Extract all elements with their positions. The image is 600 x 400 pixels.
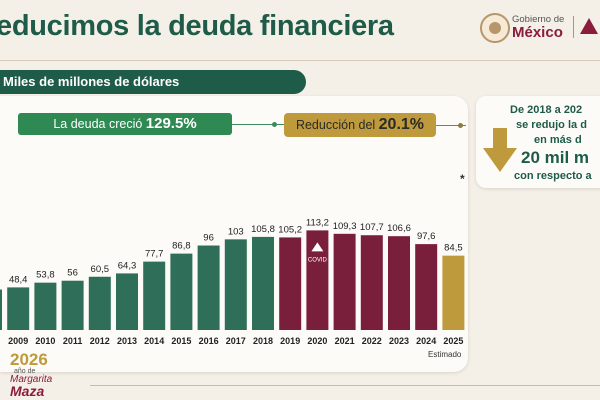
footer-name-1: Margarita <box>10 374 53 385</box>
bar-2012 <box>88 276 111 330</box>
reduction-connector-dot <box>458 123 463 128</box>
value-label-2012: 60,5 <box>91 264 110 275</box>
category-label-2020: 2020 <box>307 336 327 346</box>
category-label-2023: 2023 <box>389 336 409 346</box>
summary-card: De 2018 a 202 se redujo la d en más d 20… <box>476 96 600 188</box>
pill-connector-line <box>232 124 284 125</box>
category-label-2022: 2022 <box>362 336 382 346</box>
bar-2014 <box>143 261 166 330</box>
category-label-2019: 2019 <box>280 336 300 346</box>
category-label-2017: 2017 <box>226 336 246 346</box>
growth-pill: La deuda creció 129.5% <box>18 113 232 135</box>
reduction-pill-text: Reducción del <box>295 118 376 132</box>
reduction-pill: Reducción del 20.1% <box>284 113 436 137</box>
value-label-2011: 56 <box>67 268 78 279</box>
gobierno-mexico-logo: Gobierno de México <box>478 10 600 44</box>
category-label-2011: 2011 <box>63 336 83 346</box>
covid-label: COVID <box>308 257 328 263</box>
secretaria-logo-icon <box>580 18 598 34</box>
category-label-2010: 2010 <box>35 336 55 346</box>
bar-2016 <box>197 245 220 330</box>
bar-2013 <box>116 273 138 330</box>
value-label-2021: 109,3 <box>333 221 357 232</box>
units-label: Miles de millones de dólares <box>0 70 306 94</box>
down-arrow-icon <box>483 128 517 172</box>
summary-line-4: 20 mil m <box>521 148 590 167</box>
footer-name-2: Maza <box>10 383 45 399</box>
category-label-2024: 2024 <box>416 336 436 346</box>
value-label-2015: 86,8 <box>172 241 191 252</box>
page-title: educimos la deuda financiera <box>0 10 394 42</box>
reduction-pill-value: 20.1% <box>378 116 425 133</box>
debt-bar-chart: 48,4 2009 53,8 2010 56 2011 60,5 2012 64,3 2013 77… <box>0 217 465 346</box>
summary-line-5: con respecto a <box>514 170 592 182</box>
bar-2009 <box>7 287 30 330</box>
category-label-2021: 2021 <box>335 336 355 346</box>
bar-2024 <box>415 244 438 330</box>
growth-pill-value: 129.5% <box>145 115 197 132</box>
bar-2023 <box>388 236 410 330</box>
category-label-2018: 2018 <box>253 336 273 346</box>
value-label-2020: 113,2 <box>306 217 329 228</box>
value-label-2025: 84,5 <box>444 243 463 254</box>
reduction-connector-line <box>436 125 466 126</box>
value-label-2016: 96 <box>203 233 214 244</box>
logo-divider <box>573 16 574 38</box>
category-label-2012: 2012 <box>90 336 110 346</box>
bar-2019 <box>279 237 302 330</box>
bar-2018 <box>252 236 274 330</box>
summary-line-1: De 2018 a 202 <box>510 104 583 116</box>
growth-pill-text: La deuda creció <box>53 117 143 131</box>
bar-2021 <box>333 233 356 330</box>
bar-2010 <box>34 282 57 330</box>
bar-2017 <box>224 239 247 330</box>
value-label-2014: 77,7 <box>145 249 164 260</box>
category-label-2013: 2013 <box>117 336 137 346</box>
header-divider <box>0 60 600 61</box>
bar-2022 <box>360 235 383 330</box>
summary-line-3: en más d <box>534 134 582 146</box>
footer-logo: 2026 año de Margarita Maza <box>0 350 74 400</box>
value-label-2017: 103 <box>228 226 244 237</box>
value-label-2022: 107,7 <box>360 222 384 233</box>
value-label-2023: 106,6 <box>387 223 411 234</box>
footer-year: 2026 <box>10 350 48 369</box>
bar-2011 <box>61 280 84 330</box>
bar-2020 <box>306 230 329 330</box>
summary-line-2: se redujo la d <box>516 119 587 131</box>
category-label-2016: 2016 <box>199 336 219 346</box>
category-label-2014: 2014 <box>144 336 164 346</box>
estimate-asterisk: * <box>460 172 465 186</box>
value-label-2018: 105,8 <box>251 224 275 235</box>
national-seal-icon <box>480 13 510 43</box>
value-label-2019: 105,2 <box>278 224 302 235</box>
category-label-2009: 2009 <box>8 336 28 346</box>
footer-divider <box>90 385 600 386</box>
estimado-label: Estimado <box>428 350 462 359</box>
value-label-2010: 53,8 <box>36 270 55 281</box>
footer-tagline: año de <box>14 368 36 375</box>
bar-2025 <box>442 255 465 330</box>
category-label-2015: 2015 <box>171 336 191 346</box>
category-label-2025: 2025 <box>443 336 463 346</box>
covid-triangle-icon <box>311 242 324 252</box>
value-label-2009: 48,4 <box>9 274 28 285</box>
logo-line-1: Gobierno de <box>512 14 565 25</box>
value-label-2024: 97,6 <box>417 231 436 242</box>
value-label-2013: 64,3 <box>118 260 137 271</box>
bar-2008 <box>0 289 2 330</box>
logo-line-2: México <box>512 24 563 41</box>
pill-connector-dot <box>272 122 277 127</box>
bar-2015 <box>170 253 193 330</box>
